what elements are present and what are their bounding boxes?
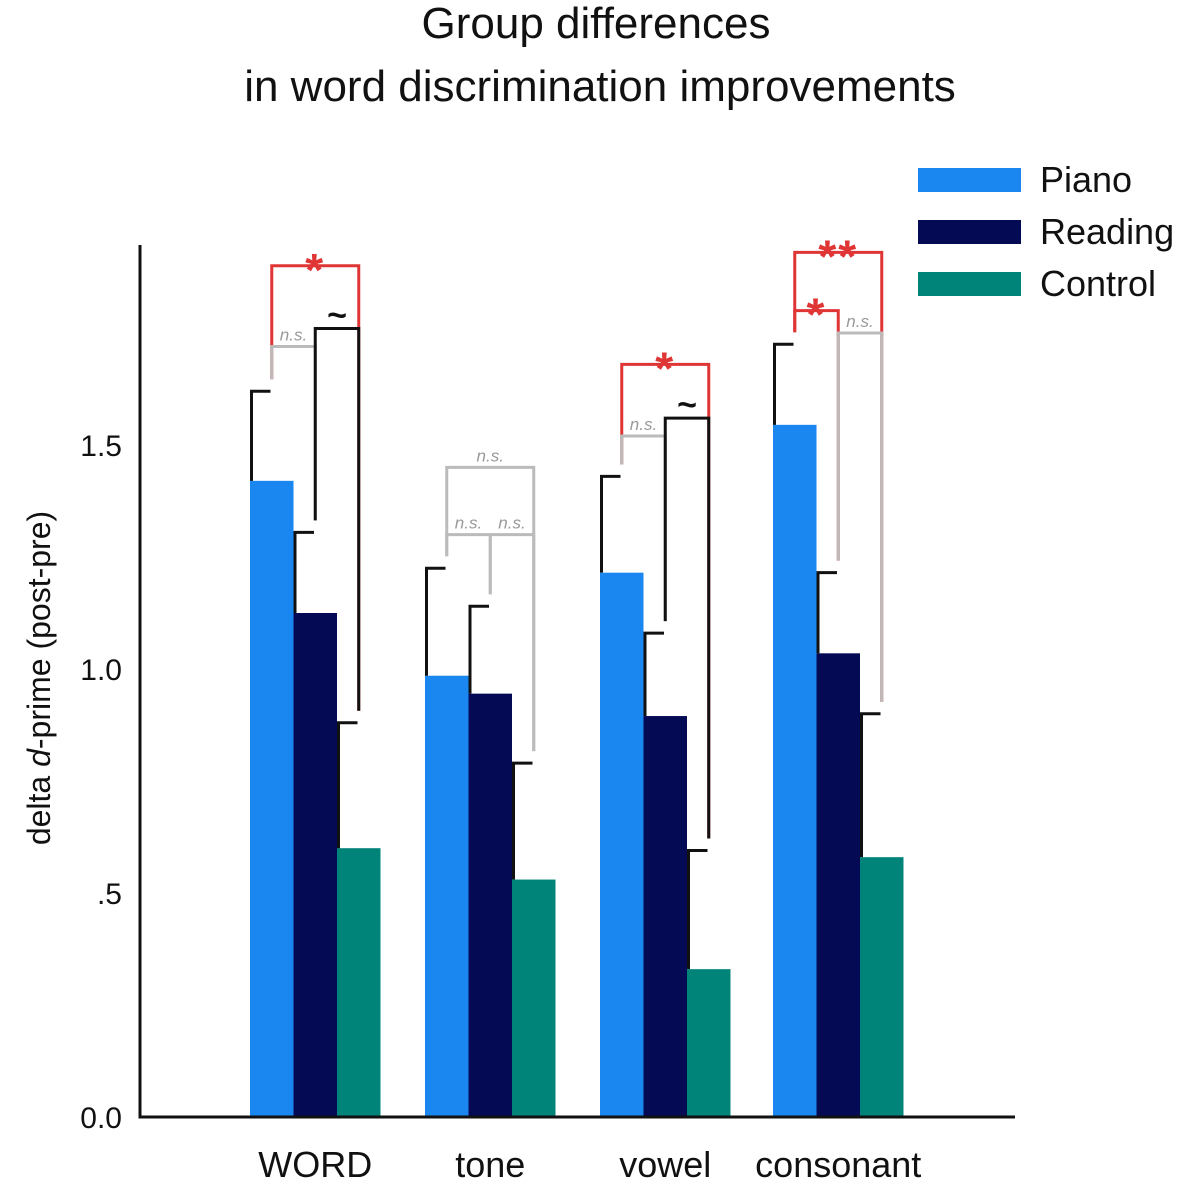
bar-control-tone xyxy=(512,879,556,1117)
legend-swatch-piano xyxy=(918,168,1021,192)
significance-bracket: ~ xyxy=(663,386,711,839)
x-tick-label-tone: tone xyxy=(455,1144,525,1182)
bracket-line xyxy=(313,327,361,711)
bracket-line xyxy=(663,416,711,839)
significance-label-ns: n.s. xyxy=(630,415,657,434)
y-tick-label: .5 xyxy=(97,878,122,911)
bar-reading-consonant xyxy=(816,653,860,1117)
bar-piano-word xyxy=(250,480,294,1118)
significance-bracket: ~ xyxy=(313,297,361,711)
y-axis-label-italic: d xyxy=(21,748,57,767)
legend-label-piano: Piano xyxy=(1040,159,1132,200)
bracket-line xyxy=(445,533,492,595)
significance-label-ns: n.s. xyxy=(455,514,482,533)
bar-reading-word xyxy=(293,613,337,1117)
significance-label-star: * xyxy=(305,244,325,296)
legend-swatch-control xyxy=(918,272,1021,296)
bar-piano-vowel xyxy=(600,572,644,1117)
bracket-line xyxy=(836,331,884,702)
x-tick-label-consonant: consonant xyxy=(755,1144,921,1182)
chart-title: Group differences in word discrimination… xyxy=(244,0,956,111)
significance-label-star: * xyxy=(655,342,675,394)
y-tick-label: 1.0 xyxy=(80,654,122,687)
significance-label-ns: n.s. xyxy=(280,325,307,344)
legend-swatch-reading xyxy=(918,220,1021,244)
significance-label-ns: n.s. xyxy=(477,446,504,465)
chart-title-line-2: in word discrimination improvements xyxy=(244,62,956,111)
y-tick-label: 1.5 xyxy=(80,430,122,463)
bar-control-vowel xyxy=(687,969,731,1117)
significance-label-star: * xyxy=(807,289,827,341)
x-tick-label-vowel: vowel xyxy=(619,1144,711,1182)
significance-label-trend: ~ xyxy=(327,297,347,335)
plot-area: 0.0 .5 1.0 1.5 WORD tone vowel consonant * n.s. ~ n… xyxy=(80,230,1015,1182)
bar-control-word xyxy=(337,848,381,1117)
bar-reading-tone xyxy=(468,693,512,1117)
significance-label-star: ** xyxy=(818,230,858,282)
significance-label-ns: n.s. xyxy=(498,514,525,533)
significance-bracket: n.s. xyxy=(836,312,884,702)
y-axis-label-suffix: -prime (post-pre) xyxy=(21,511,57,749)
y-axis-label-prefix: delta xyxy=(21,767,57,845)
significance-bracket: n.s. xyxy=(445,514,492,595)
legend-label-control: Control xyxy=(1040,263,1156,304)
legend: Piano Reading Control xyxy=(918,159,1174,304)
legend-label-reading: Reading xyxy=(1040,211,1174,252)
bar-piano-consonant xyxy=(773,424,817,1118)
significance-bracket: n.s. xyxy=(488,514,536,752)
significance-label-ns: n.s. xyxy=(846,312,873,331)
chart-title-line-1: Group differences xyxy=(422,0,771,48)
bar-control-consonant xyxy=(860,857,904,1117)
significance-label-trend: ~ xyxy=(677,386,697,424)
bar-piano-tone xyxy=(425,675,469,1117)
x-tick-label-word: WORD xyxy=(258,1144,372,1182)
y-axis-label: delta d-prime (post-pre) xyxy=(21,511,57,845)
bar-reading-vowel xyxy=(643,716,687,1117)
y-tick-label: 0.0 xyxy=(80,1102,122,1135)
bracket-line xyxy=(488,533,536,752)
